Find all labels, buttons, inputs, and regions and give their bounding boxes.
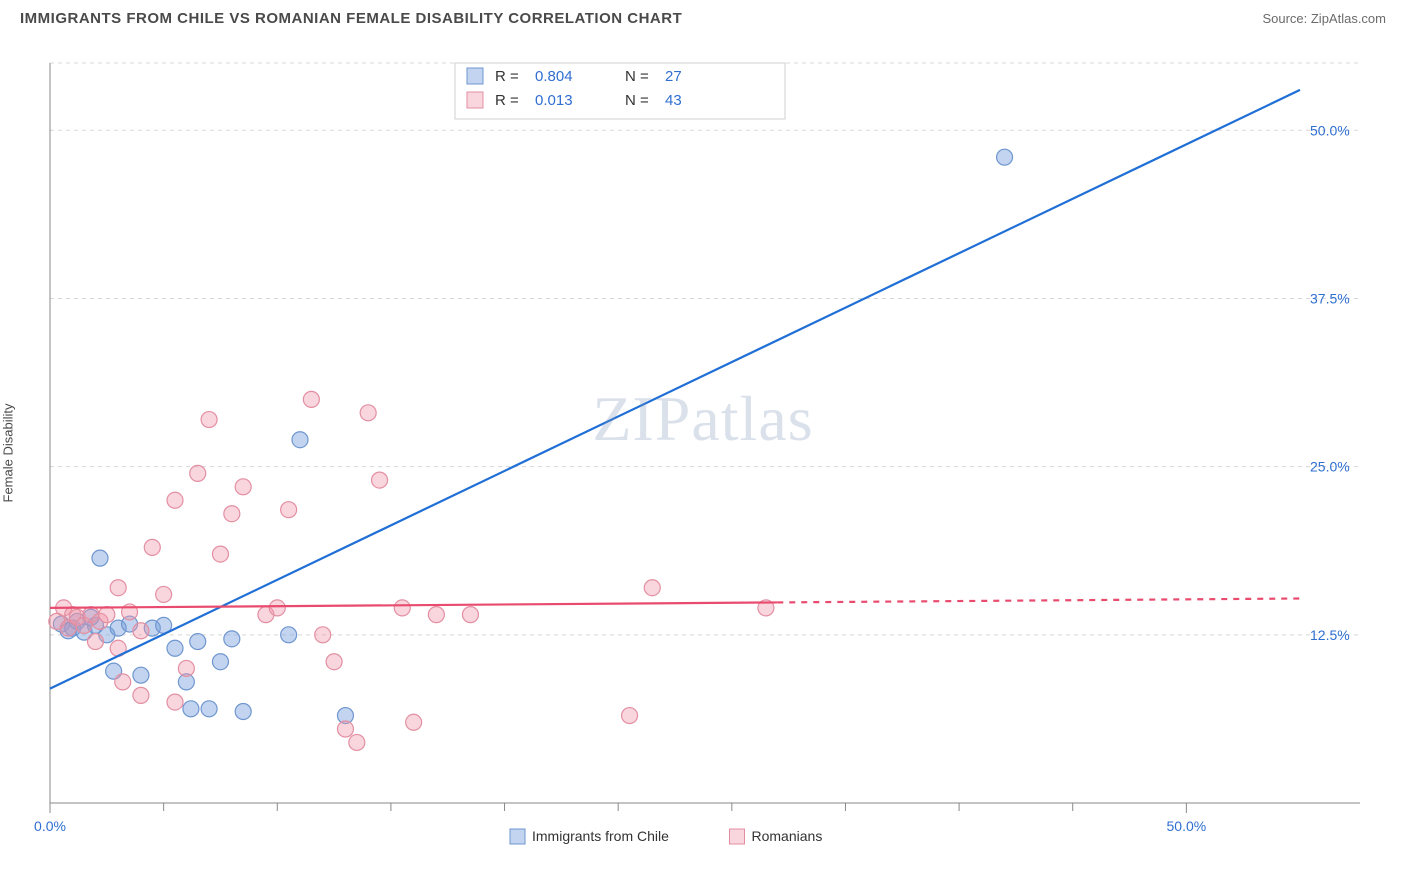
scatter-point-chile xyxy=(292,432,308,448)
scatter-point-romanians xyxy=(110,580,126,596)
scatter-point-chile xyxy=(167,640,183,656)
y-tick-label: 25.0% xyxy=(1310,459,1350,475)
y-tick-label: 50.0% xyxy=(1310,122,1350,138)
scatter-point-romanians xyxy=(99,607,115,623)
scatter-point-chile xyxy=(281,627,297,643)
scatter-point-romanians xyxy=(644,580,660,596)
legend-r-value-chile: 0.804 xyxy=(535,68,573,85)
scatter-point-romanians xyxy=(235,479,251,495)
y-axis-label: Female Disability xyxy=(1,404,16,503)
scatter-point-chile xyxy=(183,701,199,717)
scatter-point-chile xyxy=(235,704,251,720)
scatter-point-romanians xyxy=(326,654,342,670)
scatter-point-romanians xyxy=(372,472,388,488)
scatter-point-romanians xyxy=(622,708,638,724)
scatter-point-chile xyxy=(133,667,149,683)
legend-r-label: R = xyxy=(495,92,519,109)
scatter-point-chile xyxy=(190,634,206,650)
scatter-point-romanians xyxy=(167,492,183,508)
source-name: ZipAtlas.com xyxy=(1311,11,1386,26)
scatter-point-romanians xyxy=(190,465,206,481)
source-attribution: Source: ZipAtlas.com xyxy=(1262,11,1386,26)
chart-area: Female Disability ZIPatlas 12.5%25.0%37.… xyxy=(0,33,1406,873)
scatter-point-chile xyxy=(92,550,108,566)
y-tick-label: 37.5% xyxy=(1310,290,1350,306)
scatter-point-chile xyxy=(201,701,217,717)
scatter-point-romanians xyxy=(201,412,217,428)
scatter-point-romanians xyxy=(360,405,376,421)
scatter-point-romanians xyxy=(394,600,410,616)
scatter-point-romanians xyxy=(337,721,353,737)
x-tick-label: 0.0% xyxy=(34,818,66,834)
scatter-chart-svg: 12.5% 25.0% 37.5% 50.0% 0.0% 50.0% R = 0.804 N =… xyxy=(0,33,1406,873)
scatter-point-romanians xyxy=(212,546,228,562)
scatter-point-romanians xyxy=(178,660,194,676)
scatter-point-romanians xyxy=(349,734,365,750)
scatter-point-romanians xyxy=(224,506,240,522)
legend-swatch-romanians xyxy=(730,829,745,844)
scatter-point-romanians xyxy=(303,391,319,407)
legend-n-value-chile: 27 xyxy=(665,68,682,85)
legend-n-label: N = xyxy=(625,92,649,109)
scatter-point-chile xyxy=(997,149,1013,165)
scatter-point-romanians xyxy=(156,586,172,602)
scatter-point-chile xyxy=(212,654,228,670)
scatter-point-romanians xyxy=(315,627,331,643)
legend-n-value-romanians: 43 xyxy=(665,92,682,109)
chart-title: IMMIGRANTS FROM CHILE VS ROMANIAN FEMALE… xyxy=(20,10,682,27)
scatter-point-romanians xyxy=(269,600,285,616)
y-tick-label: 12.5% xyxy=(1310,627,1350,643)
legend-label-romanians: Romanians xyxy=(752,828,823,844)
x-tick-label: 50.0% xyxy=(1167,818,1207,834)
source-prefix: Source: xyxy=(1262,11,1310,26)
scatter-point-romanians xyxy=(133,687,149,703)
chart-header: IMMIGRANTS FROM CHILE VS ROMANIAN FEMALE… xyxy=(0,0,1406,33)
scatter-point-romanians xyxy=(133,623,149,639)
regression-line-romanians-dashed xyxy=(777,598,1300,602)
scatter-point-romanians xyxy=(428,607,444,623)
scatter-point-romanians xyxy=(462,607,478,623)
scatter-point-romanians xyxy=(87,634,103,650)
legend-r-value-romanians: 0.013 xyxy=(535,92,573,109)
scatter-point-romanians xyxy=(281,502,297,518)
regression-line-romanians xyxy=(50,602,777,607)
legend-swatch-chile xyxy=(467,68,483,84)
legend-swatch-chile xyxy=(510,829,525,844)
scatter-point-chile xyxy=(224,631,240,647)
regression-line-chile xyxy=(50,90,1300,689)
scatter-point-romanians xyxy=(115,674,131,690)
scatter-point-romanians xyxy=(144,539,160,555)
scatter-point-romanians xyxy=(406,714,422,730)
legend-n-label: N = xyxy=(625,68,649,85)
legend-label-chile: Immigrants from Chile xyxy=(532,828,669,844)
scatter-point-romanians xyxy=(167,694,183,710)
legend-swatch-romanians xyxy=(467,92,483,108)
legend-r-label: R = xyxy=(495,68,519,85)
